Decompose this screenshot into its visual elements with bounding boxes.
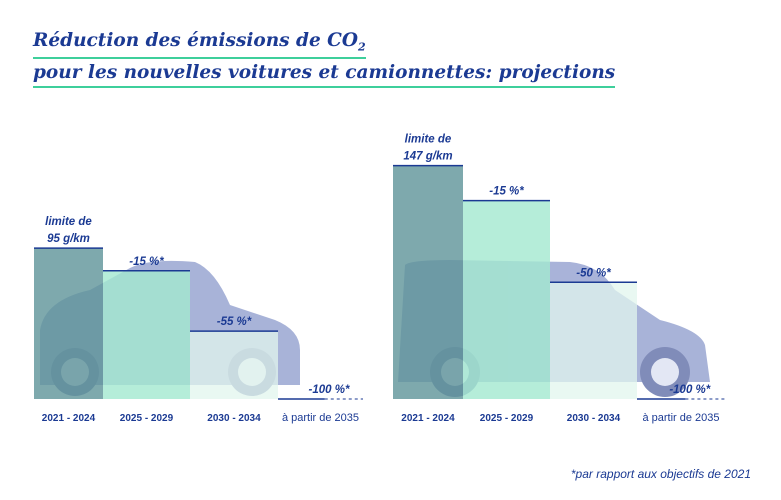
x-tick-label: 2021 - 2024	[42, 413, 96, 424]
x-tick-label: 2025 - 2029	[120, 413, 174, 424]
x-tick-label: 2030 - 2034	[207, 413, 261, 424]
bar-label: -100 %*	[669, 384, 710, 396]
title-text: Réduction des émissions de CO	[33, 30, 359, 51]
title-text: pour les nouvelles voitures et camionnet…	[33, 62, 616, 83]
bar-label: -15 %*	[129, 256, 164, 268]
bar-label: -15 %*	[489, 186, 524, 198]
bar	[190, 331, 278, 399]
title-subscript: 2	[358, 40, 366, 54]
x-tick-label: 2030 - 2034	[567, 413, 621, 424]
bar	[393, 165, 463, 399]
bar-label: -50 %*	[576, 267, 611, 279]
title-underline	[33, 86, 616, 88]
bar	[103, 270, 190, 399]
bar	[550, 282, 637, 399]
x-tick-label: 2025 - 2029	[480, 413, 534, 424]
bar-label: 95 g/km	[47, 233, 90, 245]
bar	[463, 200, 550, 399]
x-tick-label: à partir de 2035	[282, 412, 359, 424]
bar-label: -100 %*	[309, 384, 350, 396]
chart-title-line-1: Réduction des émissions de CO2	[33, 30, 366, 59]
title-underline	[33, 56, 366, 59]
x-tick-label: 2021 - 2024	[401, 413, 455, 424]
bar-label: 147 g/km	[403, 151, 452, 163]
bar	[34, 248, 103, 399]
bar-label: limite de	[405, 134, 452, 146]
bar-label: -55 %*	[217, 316, 252, 328]
chart-title-line-2: pour les nouvelles voitures et camionnet…	[33, 62, 616, 88]
x-tick-label: à partir de 2035	[642, 412, 719, 424]
bar-label: limite de	[45, 216, 92, 228]
footnote: *par rapport aux objectifs de 2021	[570, 467, 751, 481]
